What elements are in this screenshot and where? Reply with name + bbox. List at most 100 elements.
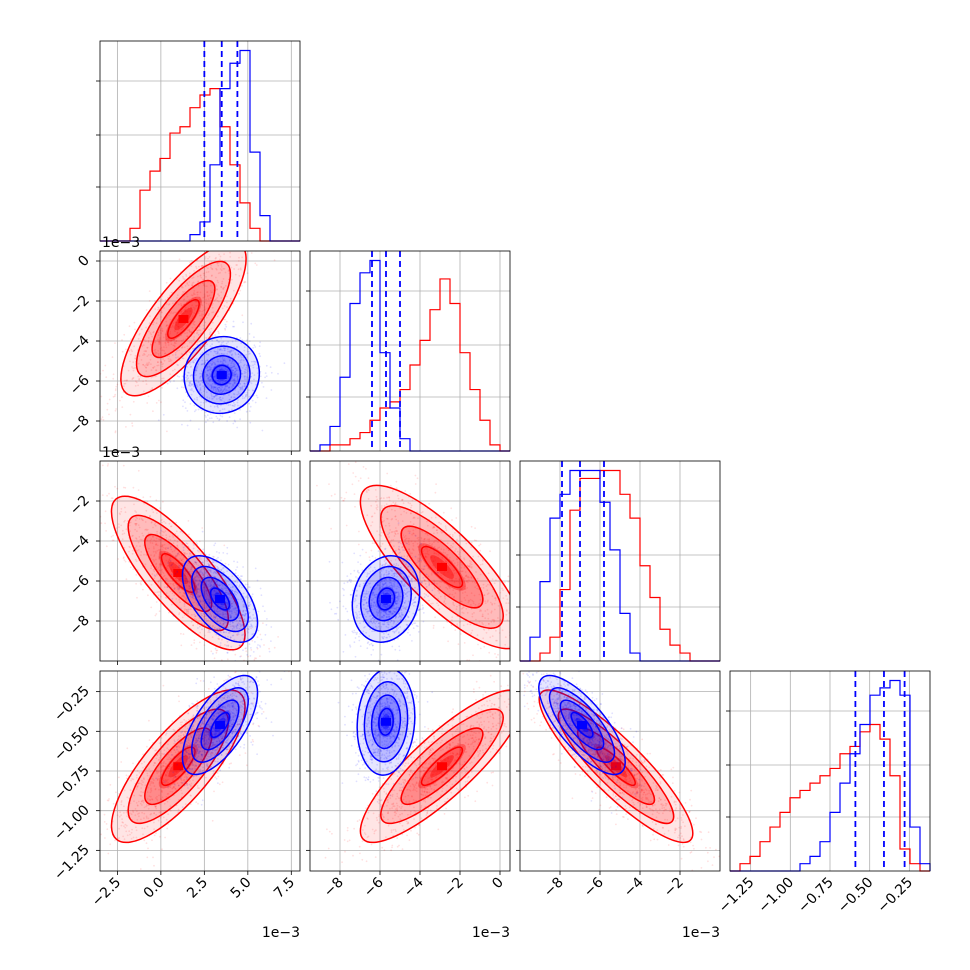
scatter-point	[233, 268, 236, 270]
scatter-point	[164, 554, 167, 557]
scatter-point	[232, 393, 235, 395]
scatter-point	[158, 610, 161, 613]
scatter-point	[219, 610, 221, 612]
scatter-point	[188, 562, 190, 565]
scatter-point	[422, 552, 425, 555]
scatter-point	[249, 405, 252, 408]
scatter-point	[428, 502, 430, 505]
scatter-point	[174, 353, 177, 356]
scatter-point	[236, 401, 239, 404]
scatter-point	[257, 629, 260, 632]
scatter-point	[212, 397, 214, 400]
scatter-point	[198, 596, 201, 598]
scatter-point	[207, 619, 209, 622]
scatter-point	[247, 350, 250, 353]
scatter-point	[210, 327, 213, 330]
hist-red	[310, 278, 510, 452]
scatter-point	[128, 524, 131, 527]
scatter-point	[158, 341, 161, 344]
scatter-point	[159, 553, 162, 556]
scatter-point	[528, 650, 530, 652]
scatter-point	[230, 396, 233, 399]
axes-frame	[519, 460, 721, 662]
scatter-point	[357, 561, 359, 563]
scatter-point	[452, 559, 455, 562]
scatter-point	[522, 649, 524, 651]
scatter-point	[160, 311, 163, 314]
peak-blue	[216, 371, 227, 379]
scatter-point	[237, 369, 240, 371]
scatter-point	[138, 333, 141, 336]
scatter-point	[166, 586, 169, 588]
scatter-point	[242, 623, 245, 626]
scatter-point	[211, 578, 214, 581]
scatter-point	[123, 385, 125, 387]
scatter-point	[229, 297, 232, 300]
scatter-point	[227, 596, 230, 599]
scatter-point	[161, 349, 164, 352]
scatter-point	[222, 616, 225, 619]
scatter-point	[195, 647, 198, 650]
scatter-point	[448, 558, 451, 561]
scatter-point	[169, 318, 172, 321]
scatter-point	[221, 391, 223, 394]
scatter-point	[105, 530, 107, 532]
scatter-point	[245, 378, 248, 380]
scatter-point	[193, 312, 196, 314]
scatter-point	[393, 545, 395, 547]
scatter-point	[461, 592, 464, 594]
scatter-point	[121, 406, 124, 408]
scatter-point	[143, 353, 146, 356]
scatter-point	[156, 549, 159, 552]
scatter-point	[209, 575, 212, 577]
scatter-point	[437, 597, 439, 600]
scatter-point	[229, 636, 232, 639]
scatter-point	[192, 293, 195, 296]
scatter-point	[354, 475, 357, 478]
scatter-point	[398, 549, 401, 551]
scatter-point	[221, 619, 224, 621]
scatter-point	[161, 387, 163, 389]
scatter-point	[199, 571, 202, 574]
scatter-point	[444, 597, 447, 600]
scatter-point	[451, 593, 454, 596]
scatter-point	[111, 356, 114, 358]
scatter-point	[243, 618, 246, 621]
scatter-point	[186, 542, 189, 545]
scatter-point	[362, 466, 365, 468]
scatter-point	[220, 404, 222, 407]
scatter-point	[221, 574, 224, 577]
scatter-point	[463, 557, 465, 560]
scatter-point	[224, 346, 227, 349]
scatter-point	[420, 530, 423, 532]
scatter-point	[183, 603, 186, 605]
scatter-point	[140, 580, 143, 582]
scatter-point	[219, 576, 222, 578]
scatter-point	[422, 577, 425, 579]
scatter-point	[173, 588, 176, 591]
scatter-point	[135, 516, 137, 519]
scatter-point	[156, 364, 159, 367]
scatter-point	[171, 592, 174, 595]
scatter-point	[180, 559, 183, 562]
scatter-point	[215, 350, 217, 353]
scatter-point	[193, 292, 195, 294]
scatter-point	[466, 594, 468, 597]
scatter-point	[243, 280, 246, 283]
scatter-point	[468, 576, 470, 579]
scatter-point	[390, 539, 393, 542]
scatter-point	[209, 345, 212, 347]
scatter-point	[176, 350, 178, 352]
scatter-point	[395, 564, 397, 567]
scatter-point	[440, 523, 442, 525]
scatter-point	[172, 302, 174, 305]
scatter-point	[169, 538, 172, 541]
scatter-point	[161, 365, 164, 368]
scatter-point	[330, 494, 333, 497]
scatter-point	[250, 375, 253, 378]
scatter-point	[219, 349, 221, 352]
scatter-point	[195, 571, 198, 574]
scatter-point	[193, 270, 195, 272]
scatter-point	[196, 396, 198, 399]
scatter-point	[250, 360, 253, 363]
